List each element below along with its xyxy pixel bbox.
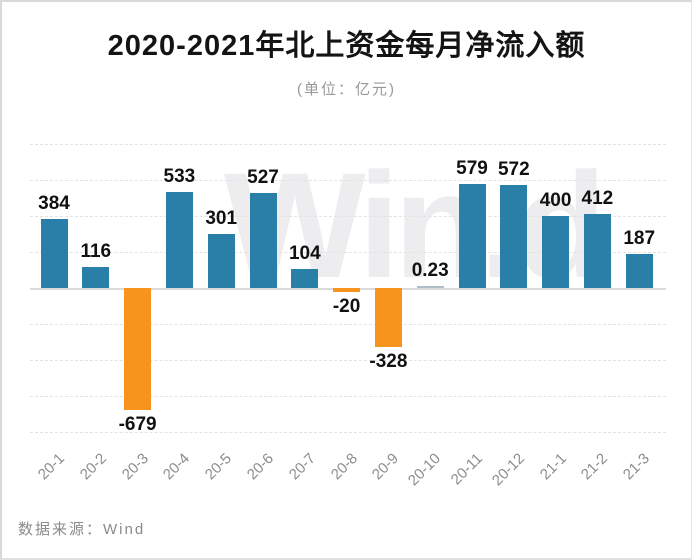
bar-20-7 bbox=[291, 269, 319, 288]
bar-20-4 bbox=[165, 192, 193, 288]
value-label-20-12: 572 bbox=[497, 159, 530, 180]
data-source-label: 数据来源：Wind bbox=[18, 521, 146, 538]
plot-area: Win.d 384 20-1 116 20-2 -679 20-3 533 20-4 301 20… bbox=[30, 130, 666, 489]
gridline bbox=[30, 180, 666, 181]
value-label-20-2: 116 bbox=[80, 241, 112, 262]
value-label-20-9: -328 bbox=[369, 351, 408, 372]
value-label-20-4: 533 bbox=[163, 166, 196, 187]
bar-20-11 bbox=[458, 184, 486, 288]
bar-20-6 bbox=[249, 193, 277, 288]
bar-20-10 bbox=[416, 286, 444, 288]
value-label-20-5: 301 bbox=[205, 208, 238, 229]
value-label-21-1: 400 bbox=[539, 190, 572, 211]
bar-20-3 bbox=[124, 288, 152, 410]
chart-subtitle: (单位：亿元) bbox=[297, 81, 396, 98]
value-label-21-2: 412 bbox=[581, 188, 614, 209]
chart-title: 2020-2021年北上资金每月净流入额 bbox=[107, 30, 586, 62]
gridline bbox=[30, 144, 666, 145]
value-label-20-8: -20 bbox=[332, 296, 361, 317]
value-label-20-3: -679 bbox=[118, 414, 157, 435]
value-label-20-6: 527 bbox=[247, 167, 279, 188]
bar-20-5 bbox=[207, 234, 235, 288]
bar-21-2 bbox=[583, 214, 611, 288]
gridline bbox=[30, 396, 666, 397]
bar-20-2 bbox=[82, 267, 110, 288]
value-label-20-11: 579 bbox=[456, 158, 488, 179]
value-label-20-10: 0.23 bbox=[411, 260, 449, 281]
bar-20-12 bbox=[500, 185, 528, 288]
bar-20-1 bbox=[40, 219, 68, 288]
gridline bbox=[30, 432, 666, 433]
gridline bbox=[30, 360, 666, 361]
bar-21-1 bbox=[542, 216, 570, 288]
value-label-20-7: 104 bbox=[288, 243, 321, 264]
value-label-21-3: 187 bbox=[623, 228, 656, 249]
gridline bbox=[30, 252, 666, 253]
bar-20-9 bbox=[374, 288, 402, 347]
gridline bbox=[30, 216, 666, 217]
gridline bbox=[30, 324, 666, 325]
bar-21-3 bbox=[625, 254, 653, 288]
value-label-20-1: 384 bbox=[38, 193, 70, 214]
bar-20-8 bbox=[333, 288, 361, 292]
